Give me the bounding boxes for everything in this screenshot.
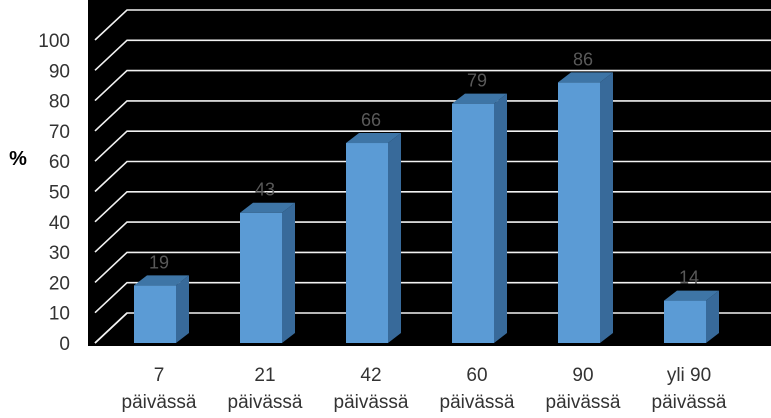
x-category-label: 21	[254, 365, 275, 386]
bar-front	[664, 300, 706, 343]
y-tick-label: 60	[49, 152, 70, 173]
x-category-label: 90	[572, 365, 593, 386]
bar	[452, 93, 507, 343]
x-category-label: yli 90	[667, 365, 711, 386]
bar-side	[600, 72, 613, 344]
bar-top	[664, 290, 719, 301]
y-tick-label: 50	[49, 183, 70, 204]
bar	[558, 72, 613, 344]
bar	[134, 275, 189, 343]
bar-side	[388, 133, 401, 343]
y-tick-label: 90	[49, 61, 70, 82]
bar-side	[282, 202, 295, 343]
x-axis-categories: 7 päivässä 21 päivässä 42 päivässä 60 päivässä 9…	[122, 365, 727, 413]
data-label: 66	[361, 110, 381, 130]
gridline	[94, 160, 771, 193]
y-axis-label: %	[9, 148, 27, 170]
data-label: 86	[573, 49, 593, 69]
data-label: 14	[679, 268, 699, 288]
x-category-label: päivässä	[334, 392, 409, 413]
gridline	[94, 69, 771, 102]
bar-front	[240, 212, 282, 343]
gridlines	[94, 9, 771, 344]
gridline	[94, 9, 771, 41]
y-tick-label: 100	[38, 31, 70, 52]
gridline	[94, 191, 771, 223]
x-category-label: 60	[466, 365, 487, 386]
data-labels: 19 43 66 79 86 14	[149, 49, 699, 287]
data-label: 19	[149, 252, 169, 272]
y-tick-label: 40	[49, 213, 70, 234]
bar	[664, 290, 719, 343]
gridline	[94, 221, 771, 253]
bar-side	[494, 93, 507, 343]
gridline	[94, 281, 771, 314]
y-tick-label: 70	[49, 122, 70, 143]
x-category-label: päivässä	[440, 392, 515, 413]
bar-front	[558, 82, 600, 344]
bars	[134, 72, 719, 344]
gridline	[94, 100, 771, 132]
bar-side	[176, 275, 189, 343]
x-category-label: 7	[154, 365, 165, 386]
bar	[346, 133, 401, 343]
data-label: 43	[255, 180, 275, 200]
bar-top	[558, 72, 613, 83]
bar-top	[346, 133, 401, 144]
gridline	[94, 39, 771, 71]
y-axis-ticks: 0 10 20 30 40 50 60 70 80 90 100	[38, 31, 70, 355]
bar-top	[452, 93, 507, 104]
bar-front	[452, 103, 494, 343]
bar-front	[134, 285, 176, 343]
x-category-label: 42	[360, 365, 381, 386]
bar-side	[706, 290, 719, 343]
plot-background	[88, 0, 771, 346]
bar-front	[346, 143, 388, 343]
axis-edge	[94, 312, 128, 344]
y-tick-label: 0	[59, 334, 70, 355]
y-tick-label: 30	[49, 243, 70, 264]
gridline	[94, 251, 771, 283]
x-category-label: päivässä	[228, 392, 303, 413]
data-label: 79	[467, 71, 487, 91]
x-category-label: päivässä	[122, 392, 197, 413]
gridline	[94, 130, 771, 162]
bar-top	[240, 202, 295, 213]
bar-top	[134, 275, 189, 286]
y-tick-label: 10	[49, 304, 70, 325]
x-category-label: päivässä	[546, 392, 621, 413]
y-tick-label: 80	[49, 92, 70, 113]
y-tick-label: 20	[49, 273, 70, 294]
bar	[240, 202, 295, 343]
x-category-label: päivässä	[652, 392, 727, 413]
